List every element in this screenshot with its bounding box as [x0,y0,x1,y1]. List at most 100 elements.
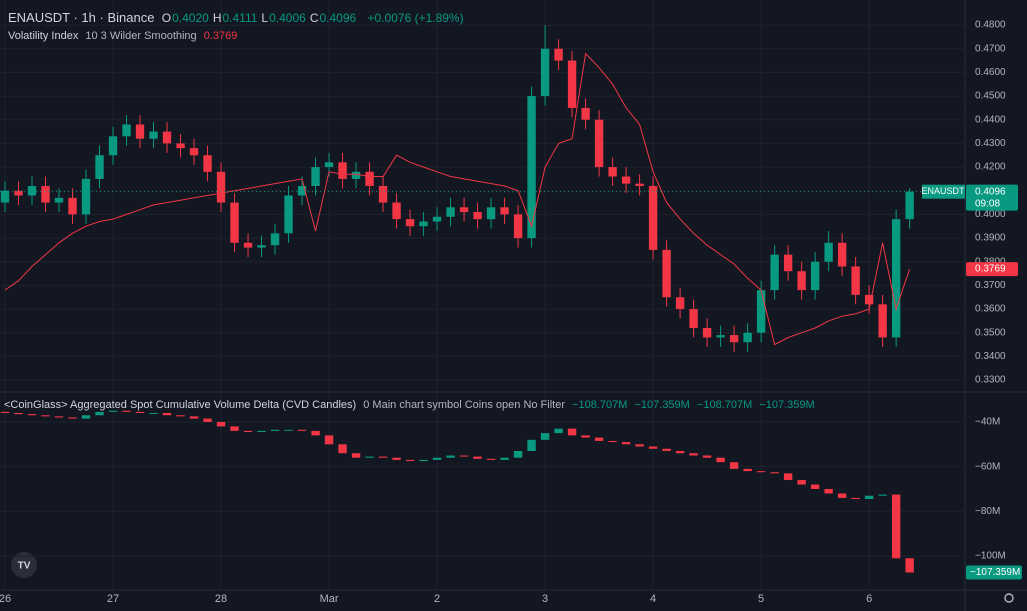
candle-body [230,202,239,243]
y-tick-label: 0.4400 [975,114,1006,125]
candle-body [14,190,23,196]
candle-body [797,480,806,485]
candle-body [554,48,563,61]
candle-body [338,444,347,454]
ohlc-value: 0.4096 [319,11,357,25]
y-tick-label: 0.3600 [975,304,1006,315]
candle-body [905,558,914,573]
candle-body [54,197,64,203]
candle-body [513,450,523,458]
candle-body [878,304,887,338]
candle-body [770,254,779,291]
candle-body [702,327,712,338]
countdown-text: 09:08 [975,198,1000,209]
candle-body [689,453,698,456]
candle-body [122,124,131,137]
candle-body [432,457,442,460]
candle-body [810,261,820,291]
symbol[interactable]: ENAUSDT · 1h · Binance [8,10,155,25]
tradingview-logo[interactable]: TV [11,552,37,578]
settings-icon[interactable] [1004,593,1014,603]
candle-body [635,183,644,187]
candle-body [378,456,388,458]
y-tick-label: 0.3400 [975,351,1006,362]
candle-body [756,290,766,333]
candle-body [27,186,37,196]
cvd-title[interactable]: <CoinGlass> Aggregated Spot Cumulative V… [4,399,357,411]
candle-body [743,332,752,343]
candle-body [14,413,23,415]
candle-body [365,171,374,187]
candle-body [716,457,725,463]
candle-body [891,219,901,338]
candle-body [459,455,469,457]
candle-body [635,444,644,447]
candle-body [189,148,199,156]
candle-body [446,207,455,217]
ohlc-value: 0.4020 [172,11,209,25]
cvd-tag-text: −107.359M [970,567,1020,578]
indicator-name[interactable]: Volatility Index [8,30,79,42]
y-tick-label: 0.3300 [975,375,1006,386]
candle-body [878,494,887,496]
y-tick-label: −40M [975,417,1000,428]
x-tick-label: 4 [650,593,656,605]
candle-body [837,242,847,267]
candle-body [392,457,401,460]
y-tick-label: 0.4800 [975,20,1006,31]
indicator-tag-text: 0.3769 [975,264,1006,275]
candle-body [851,497,860,500]
candle-body [648,446,658,449]
candle-body [540,48,550,97]
candle-body [473,212,482,220]
candle-body [0,190,10,203]
candle-body [338,162,347,179]
candle-body [486,458,496,460]
symbol-tag-text: ENAUSDT [921,186,965,196]
candle-body [648,186,658,250]
candle-body [797,271,806,291]
candle-body [270,233,280,246]
ohlc-value: 0.4111 [222,11,258,25]
y-tick-label: 0.4700 [975,43,1006,54]
x-tick-label: 2 [434,593,440,605]
x-tick-label: 28 [215,593,227,605]
x-tick-label: 26 [0,593,11,605]
candle-body [837,493,847,498]
y-tick-label: 0.3800 [975,256,1006,267]
x-tick-label: 3 [542,593,548,605]
candle-body [459,207,469,213]
candle-body [216,171,226,203]
indicator-line [4,52,911,346]
candle-body [621,442,631,445]
candle-body [135,124,145,139]
x-tick-label: 5 [758,593,764,605]
candle-body [311,167,320,187]
candle-body [540,433,550,440]
y-tick-label: −60M [975,461,1000,472]
candle-body [729,462,739,469]
candle-body [95,411,104,416]
candle-body [824,242,833,262]
change: +0.0076 (+1.89%) [367,11,464,25]
candle-body [243,242,253,248]
ohlc-key: C [309,11,319,25]
candle-body [122,410,131,412]
x-tick-label: 27 [107,593,119,605]
candle-body [0,411,10,414]
candle-body [68,417,77,419]
candle-body [365,456,374,458]
candle-body [203,418,212,422]
candle-body [783,254,793,272]
cvd-value: −107.359M [759,399,815,411]
candle-body [108,136,118,156]
candle-body [351,453,361,458]
candle-body [527,439,536,451]
candle-body [68,197,77,215]
candle-body [284,429,293,431]
candle-body [95,155,104,179]
indicator-tag [966,262,1018,277]
ohlc-key: O [161,11,172,25]
ohlc-key: H [212,11,222,25]
